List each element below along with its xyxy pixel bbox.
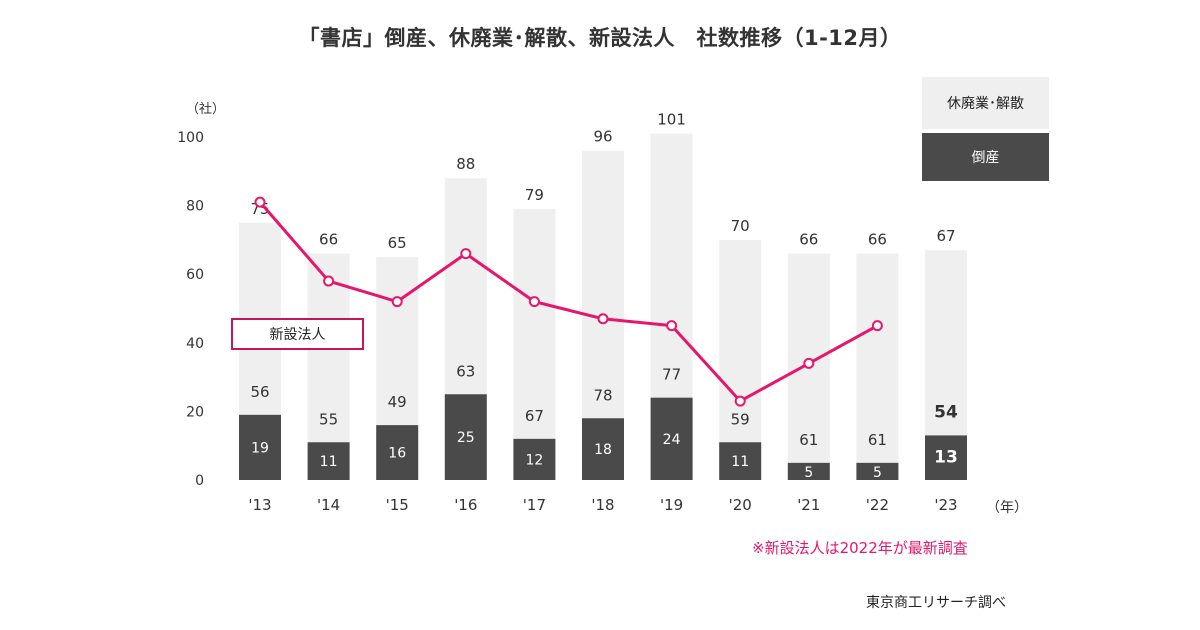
bar-tosan [444,394,487,480]
tosan-value-label: 19 [251,440,269,456]
total-label: 67 [936,227,955,245]
haigyo-value-label: 54 [934,402,958,422]
tosan-value-label: 24 [663,432,681,448]
x-tick-label: '23 [934,496,957,514]
legend-shinsetsu: 新設法人 [231,318,364,350]
shinsetsu-point [391,296,403,308]
x-tick-label: '17 [523,496,546,514]
tosan-value-label: 13 [934,448,958,468]
haigyo-value-label: 61 [868,431,887,449]
x-tick-label: '16 [454,496,477,514]
x-tick-label: '22 [866,496,889,514]
haigyo-value-label: 77 [662,366,681,384]
tosan-value-label: 18 [594,442,612,458]
bar-tosan [787,462,830,480]
haigyo-value-label: 78 [593,386,612,404]
bar-tosan [307,442,350,480]
bar-haigyo [856,253,899,480]
shinsetsu-point [597,313,609,325]
bar-haigyo [513,209,556,480]
y-axis-unit: （社） [186,102,226,117]
y-tick-label: 40 [186,336,204,352]
bar-tosan [650,397,693,480]
total-label: 79 [525,186,544,204]
haigyo-value-label: 61 [799,431,818,449]
total-label: 88 [456,155,475,173]
bar-haigyo [719,239,762,480]
x-tick-label: '19 [660,496,683,514]
total-label: 96 [593,128,612,146]
legend-tosan: 倒産 [922,133,1049,181]
total-label: 101 [657,111,686,129]
haigyo-value-label: 56 [250,383,269,401]
total-label: 70 [731,217,750,235]
shinsetsu-point [803,357,815,369]
total-label: 66 [868,231,887,249]
total-label: 66 [319,231,338,249]
y-tick-label: 80 [186,199,204,215]
y-tick-label: 100 [177,130,204,146]
x-tick-label: '14 [317,496,340,514]
tosan-value-label: 5 [873,465,882,481]
shinsetsu-point [734,395,746,407]
x-axis-unit: （年） [986,500,1028,516]
y-tick-label: 0 [195,473,204,489]
tosan-value-label: 11 [731,454,749,470]
haigyo-value-label: 55 [319,410,338,428]
haigyo-value-label: 67 [525,407,544,425]
source-credit: 東京商工リサーチ調べ [866,595,1006,611]
tosan-value-label: 5 [804,465,813,481]
total-label: 66 [799,231,818,249]
tosan-value-label: 25 [457,430,475,446]
bar-tosan [513,438,556,480]
bar-tosan [239,414,281,480]
x-tick-label: '21 [797,496,820,514]
shinsetsu-point [323,275,335,287]
footnote: ※新設法人は2022年が最新調査 [752,539,968,557]
legend-haigyo: 休廃業･解散 [922,77,1049,129]
tosan-value-label: 16 [388,446,406,462]
chart-title: 「書店」倒産、休廃業･解散、新設法人 社数推移（1-12月） [298,26,902,50]
total-label: 65 [388,234,407,252]
shinsetsu-point [666,320,678,332]
bar-tosan [376,425,419,480]
bar-tosan [719,442,762,480]
x-tick-label: '20 [729,496,752,514]
shinsetsu-line [258,201,879,403]
shinsetsu-point [460,248,472,260]
haigyo-value-label: 59 [731,410,750,428]
haigyo-value-label: 49 [388,393,407,411]
bar-tosan [856,462,899,480]
shinsetsu-point [254,196,266,208]
x-tick-label: '15 [386,496,409,514]
y-tick-label: 60 [186,267,204,283]
x-tick-label: '18 [591,496,614,514]
shinsetsu-point [871,320,883,332]
y-tick-label: 20 [186,404,204,420]
tosan-value-label: 12 [525,452,543,468]
bar-tosan [925,435,967,480]
haigyo-value-label: 63 [456,362,475,380]
x-tick-label: '13 [248,496,271,514]
bar-tosan [582,418,624,480]
tosan-value-label: 11 [320,454,338,470]
shinsetsu-point [528,296,540,308]
